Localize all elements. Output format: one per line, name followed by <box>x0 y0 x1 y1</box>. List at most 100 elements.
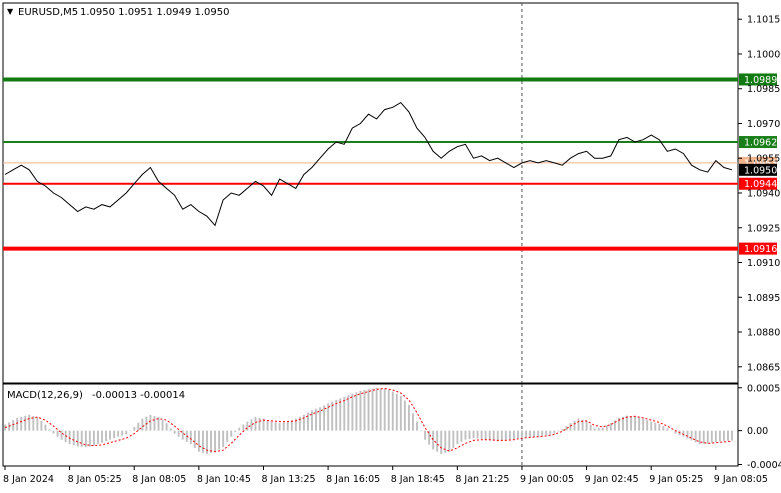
time-axis-tick-label: 8 Jan 08:05 <box>132 474 186 485</box>
time-axis-tick-label: 9 Jan 05:25 <box>649 474 703 485</box>
macd-histogram-bar <box>384 389 386 431</box>
macd-histogram-bar <box>170 428 172 430</box>
macd-histogram-bar <box>594 428 596 430</box>
symbol-timeframe: EURUSD,M5 <box>18 7 78 18</box>
price-series <box>5 103 732 226</box>
macd-histogram-bar <box>53 431 55 434</box>
macd-axis-tick-label: 0.00057 <box>747 383 781 394</box>
macd-histogram-bar <box>517 431 519 439</box>
macd-histogram-bar <box>343 397 345 431</box>
macd-label: MACD(12,26,9) <box>7 390 83 401</box>
macd-histogram-bar <box>109 431 111 440</box>
price-line <box>5 103 732 226</box>
macd-histogram-bar <box>642 419 644 431</box>
time-axis-tick-label: 8 Jan 2024 <box>3 474 54 485</box>
time-axis-tick-label: 8 Jan 21:25 <box>455 474 509 485</box>
price-axis-tick-label: 1.0865 <box>747 362 780 373</box>
macd-histogram-bar <box>638 417 640 430</box>
macd-histogram-bar <box>537 431 539 437</box>
macd-histogram-bar <box>368 389 370 430</box>
macd-histogram-bar <box>246 422 248 431</box>
macd-histogram-bar <box>259 418 261 431</box>
macd-histogram-bar <box>125 431 127 435</box>
macd-histogram-bar <box>331 402 333 431</box>
macd-histogram-bar <box>412 413 414 430</box>
macd-histogram-bar <box>404 401 406 431</box>
macd-histogram-bar <box>174 431 176 434</box>
ohlc-values: 1.0950 1.0951 1.0949 1.0950 <box>80 7 230 18</box>
macd-histogram-bar <box>481 431 483 439</box>
macd-histogram-bar <box>509 431 511 440</box>
macd-histogram-bar <box>149 415 151 431</box>
macd-histogram-bar <box>598 428 600 431</box>
macd-histogram-bar <box>210 431 212 453</box>
macd-histogram-bar <box>222 431 224 448</box>
macd-histogram-bar <box>372 389 374 431</box>
macd-histogram-bar <box>549 431 551 435</box>
macd-histogram-bar <box>448 431 450 452</box>
macd-histogram-bar <box>113 431 115 439</box>
symbol-dropdown-icon[interactable]: ▼ <box>7 7 14 16</box>
macd-histogram-bar <box>230 431 232 437</box>
macd-histogram-bar <box>521 431 523 438</box>
macd-histogram-bar <box>12 420 14 431</box>
macd-histogram-bar <box>553 431 555 434</box>
macd-histogram-bar <box>477 431 479 439</box>
macd-histogram-bar <box>57 431 59 437</box>
macd-histogram-bar <box>650 422 652 431</box>
macd-values: -0.00013 -0.00014 <box>92 390 185 401</box>
macd-histogram-bar <box>154 416 156 431</box>
macd-histogram-bar <box>719 431 721 442</box>
macd-histogram-bar <box>24 416 26 431</box>
macd-histogram-bar <box>347 395 349 430</box>
macd-histogram-bar <box>654 423 656 431</box>
macd-histogram-bar <box>561 429 563 431</box>
price-axis-tick-label: 1.0985 <box>747 84 780 95</box>
macd-histogram-bar <box>452 431 454 448</box>
macd-histogram-bar <box>545 431 547 436</box>
price-axis-tick-label: 1.1015 <box>747 15 780 26</box>
macd-histogram-bar <box>630 416 632 431</box>
macd-histogram-bar <box>396 394 398 431</box>
macd-histogram-bar <box>420 431 422 432</box>
macd-histogram-bar <box>162 420 164 431</box>
macd-histogram-bar <box>40 421 42 431</box>
macd-histogram-bar <box>61 431 63 440</box>
macd-histogram-bar <box>436 431 438 452</box>
price-axis-tick-label: 1.0910 <box>747 258 780 269</box>
macd-histogram-bar <box>541 431 543 436</box>
macd-axis-tick-label: -0.00045 <box>747 460 781 471</box>
macd-histogram-bar <box>432 431 434 450</box>
price-axis-tick-label: 1.0940 <box>747 189 780 200</box>
macd-histogram-bar <box>93 431 95 446</box>
price-axis-tick-label: 1.1000 <box>747 49 780 60</box>
last-price-tag-label: 1.0950 <box>744 165 777 176</box>
macd-histogram-bar <box>105 431 107 442</box>
macd-histogram-bar <box>355 392 357 430</box>
macd-histogram-bar <box>315 409 317 431</box>
macd-histogram-bar <box>254 417 256 431</box>
macd-histogram-bar <box>267 420 269 431</box>
macd-histogram-bar <box>364 390 366 431</box>
macd-histogram-bar <box>271 422 273 431</box>
macd-histogram-bar <box>662 426 664 431</box>
macd-histogram-bar <box>529 431 531 438</box>
macd-histogram-bar <box>699 431 701 445</box>
macd-axis: 0.000570.00-0.00045 <box>738 383 781 471</box>
macd-histogram-bar <box>489 431 491 441</box>
macd-histogram-bar <box>687 431 689 439</box>
macd-histogram-bar <box>557 431 559 432</box>
macd-histogram-bar <box>400 396 402 431</box>
macd-histogram-bar <box>44 425 46 431</box>
time-axis-tick-label: 8 Jan 05:25 <box>68 474 122 485</box>
macd-histogram-bar <box>473 431 475 439</box>
macd-histogram-bar <box>501 431 503 441</box>
time-axis-tick-label: 9 Jan 02:45 <box>585 474 639 485</box>
macd-histogram-bar <box>590 425 592 431</box>
price-axis-tick-label: 1.0925 <box>747 223 780 234</box>
macd-histogram-bar <box>380 388 382 431</box>
macd-histogram-bar <box>275 422 277 430</box>
macd-histogram-bar <box>73 431 75 446</box>
macd-histogram-bar <box>202 431 204 453</box>
